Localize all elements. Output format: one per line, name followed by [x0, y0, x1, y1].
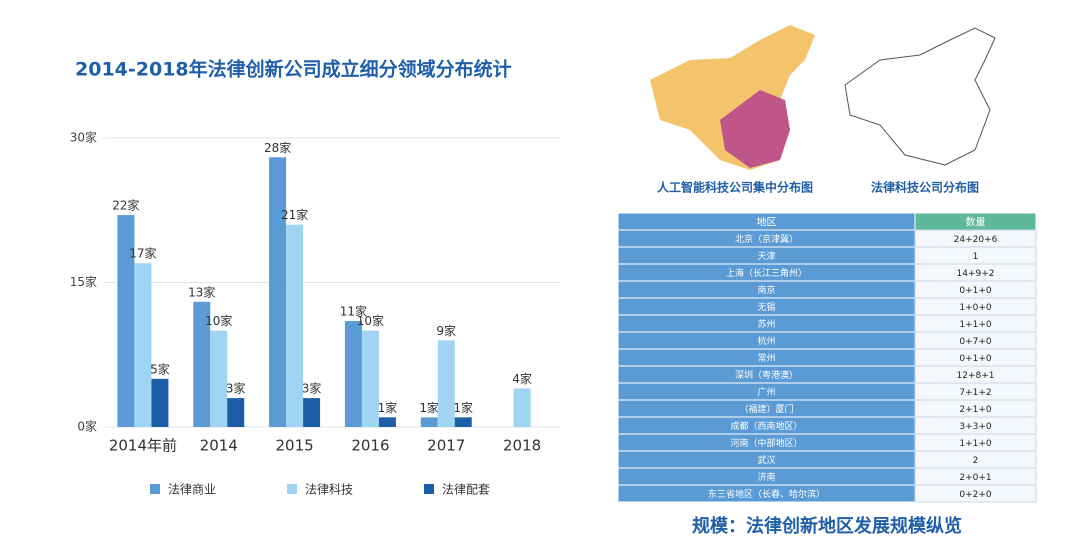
table-region: 杭州 [757, 335, 775, 347]
data-label: 11家 [340, 304, 367, 319]
data-label: 9家 [436, 323, 456, 338]
table-region: 常州 [757, 352, 775, 364]
bar [269, 157, 287, 427]
y-tick-label: 0家 [77, 419, 97, 434]
data-label: 3家 [302, 381, 322, 396]
table-count: 0+2+0 [959, 490, 992, 500]
table-count: 7+1+2 [959, 388, 991, 398]
data-label: 10家 [205, 313, 232, 328]
bar [134, 263, 152, 427]
table-count: 24+20+6 [954, 235, 998, 245]
data-label: 5家 [150, 361, 170, 376]
data-label: 21家 [281, 207, 308, 222]
footer-title: 规模：法律创新地区发展规模纵览 [692, 515, 962, 537]
right-map [844, 27, 996, 166]
data-label: 1家 [378, 400, 398, 415]
bar [303, 398, 321, 427]
bar [227, 398, 245, 427]
legend-label: 法律商业 [168, 482, 216, 497]
table-count: 2+1+0 [959, 405, 992, 415]
table-count: 2 [973, 456, 979, 466]
table-region: 南京 [757, 284, 775, 296]
table-cell [914, 484, 1037, 503]
bar [151, 378, 169, 427]
map-outline [844, 27, 996, 166]
table-count: 3+3+0 [959, 422, 992, 432]
x-tick-label: 2015 [275, 437, 313, 455]
bar [420, 417, 438, 427]
table-region: 上海（长江三角州） [726, 267, 807, 279]
bar [117, 215, 135, 427]
x-tick-label: 2014年前 [109, 437, 177, 455]
x-tick-label: 2016 [351, 437, 389, 455]
bar [454, 417, 472, 427]
bar [437, 340, 455, 427]
bar [193, 301, 211, 427]
y-tick-label: 15家 [70, 274, 97, 289]
left-map [650, 25, 815, 170]
y-tick-label: 30家 [70, 130, 97, 145]
table-region: 苏州 [757, 318, 775, 330]
table-count: 0+1+0 [959, 286, 992, 296]
data-label: 28家 [264, 140, 291, 155]
table-region: 广州 [757, 386, 775, 398]
table-header: 数量 [966, 216, 986, 229]
table-region: 北京（京津冀） [735, 233, 798, 245]
table-count: 14+9+2 [957, 269, 995, 279]
table-count: 1+0+0 [959, 303, 992, 313]
x-tick-label: 2017 [427, 437, 465, 455]
data-label: 10家 [357, 313, 384, 328]
table-region: 武汉 [757, 454, 775, 466]
table-region: （福建）厦门 [739, 403, 793, 415]
table-region: 无锡 [757, 302, 775, 313]
bar [361, 330, 379, 427]
map-caption: 法律科技公司分布图 [871, 180, 979, 195]
map-region [720, 90, 790, 168]
data-label: 17家 [129, 246, 156, 261]
data-label: 3家 [226, 381, 246, 396]
data-label: 4家 [512, 371, 532, 386]
bar [513, 388, 531, 427]
table-region: 成都（西南地区） [730, 420, 802, 432]
table-region: 济南 [757, 471, 775, 483]
data-label: 1家 [453, 400, 473, 415]
table-region: 河南（中部地区） [730, 437, 802, 449]
chart-title: 2014-2018年法律创新公司成立细分领域分布统计 [75, 58, 512, 81]
bar [344, 321, 362, 427]
table-header: 地区 [757, 216, 777, 229]
table-count: 0+1+0 [959, 354, 992, 364]
legend-swatch [150, 484, 160, 494]
legend-swatch [424, 484, 434, 494]
map-caption: 人工智能科技公司集中分布图 [657, 180, 813, 195]
table-count: 12+8+1 [957, 371, 995, 381]
data-label: 13家 [188, 284, 215, 299]
table-region: 深圳（粤港澳） [735, 369, 798, 381]
bar [210, 330, 228, 427]
table-region: 天津 [757, 251, 775, 262]
x-tick-label: 2014 [200, 437, 238, 455]
bar [286, 224, 304, 427]
table-count: 1+1+0 [959, 320, 992, 330]
table-count: 1+1+0 [959, 439, 992, 449]
legend-label: 法律配套 [442, 483, 490, 497]
bar [378, 417, 396, 427]
legend-swatch [287, 484, 297, 494]
x-tick-label: 2018 [503, 437, 541, 455]
table-count: 2+0+1 [959, 473, 991, 483]
data-label: 22家 [112, 198, 139, 213]
legend-label: 法律科技 [305, 483, 353, 497]
table-region: 东三省地区（长春、哈尔滨） [708, 488, 825, 500]
data-label: 1家 [419, 400, 439, 415]
table-count: 1 [973, 252, 979, 262]
table-count: 0+7+0 [959, 337, 992, 347]
